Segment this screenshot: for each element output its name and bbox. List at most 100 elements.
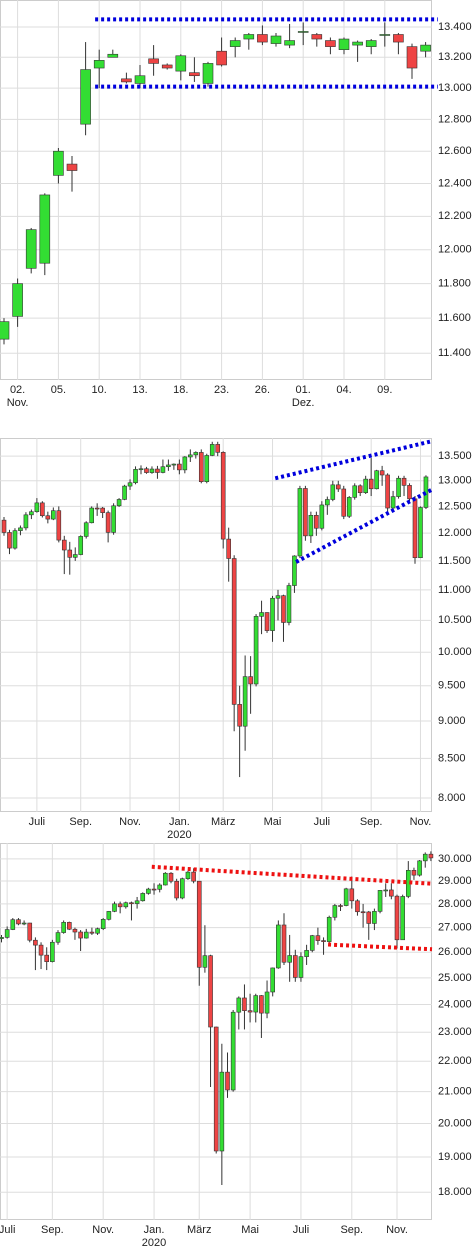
candle-body xyxy=(304,950,309,957)
candle-body xyxy=(428,853,434,859)
candle-body xyxy=(67,549,73,558)
y-tick-label: 13.500 xyxy=(438,450,472,462)
y-tick-label: 12.200 xyxy=(438,210,472,222)
y-tick-label: 20.000 xyxy=(438,1117,472,1129)
candle-body xyxy=(360,911,366,914)
candle-body xyxy=(220,452,226,540)
candle-body xyxy=(226,538,231,559)
candle-body xyxy=(189,72,200,77)
candle-body xyxy=(80,69,91,125)
candle-body xyxy=(243,34,255,40)
candle-body xyxy=(311,34,323,40)
candle-body xyxy=(175,55,187,72)
candle-body xyxy=(264,612,270,631)
candle-body xyxy=(188,454,193,458)
candle-body xyxy=(242,676,248,727)
candle-body xyxy=(225,1071,230,1091)
x-tick-label: Jan. xyxy=(144,1224,165,1236)
candle-body xyxy=(100,507,105,513)
candle-body xyxy=(40,502,45,517)
candle-body xyxy=(349,888,355,902)
x-tick-label: Sep. xyxy=(41,1224,64,1236)
x-tick-label: 09. xyxy=(377,384,392,396)
candle-body xyxy=(23,514,29,529)
candle-body xyxy=(160,466,166,473)
candle-body xyxy=(259,612,264,617)
x-tick-label: 01. xyxy=(296,384,311,396)
candle-body xyxy=(393,34,404,43)
candle-body xyxy=(89,931,95,934)
candle-body xyxy=(122,485,127,500)
y-tick-label: 9.500 xyxy=(438,680,466,692)
candle-body xyxy=(292,955,298,978)
candle-body xyxy=(133,469,138,484)
candle-body xyxy=(106,911,112,920)
candle-body xyxy=(374,470,379,490)
candle-body xyxy=(121,78,132,83)
candle-body xyxy=(105,512,111,533)
candle-body xyxy=(314,515,319,529)
x-tick-label: Nov. xyxy=(410,816,432,828)
candle-body xyxy=(363,478,368,494)
candle-body xyxy=(284,40,295,46)
candle-body xyxy=(330,484,336,500)
candle-body xyxy=(83,522,89,537)
candle-body xyxy=(140,893,146,902)
y-tick-label: 13.400 xyxy=(438,21,472,33)
candle-body xyxy=(0,321,10,340)
candle-body xyxy=(332,905,338,918)
x-tick-label: 23. xyxy=(214,384,229,396)
candle-body xyxy=(308,515,314,537)
y-tick-label: 18.000 xyxy=(438,1186,472,1198)
y-tick-label: 13.000 xyxy=(438,475,472,487)
y-tick-label: 13.200 xyxy=(438,51,472,63)
candle-body xyxy=(134,900,140,904)
y-tick-label: 9.000 xyxy=(438,715,466,727)
candle-body xyxy=(406,46,418,69)
trend-line xyxy=(274,439,432,481)
candle-body xyxy=(55,932,61,943)
x-tick-label: 26. xyxy=(255,384,270,396)
candle-body xyxy=(182,456,188,471)
candle-body xyxy=(7,532,12,549)
candle-body xyxy=(83,931,89,939)
y-tick-label: 11.000 xyxy=(438,584,471,596)
candle-body xyxy=(253,995,259,1013)
candle-body xyxy=(286,585,292,623)
candle-body xyxy=(177,463,182,471)
candle-body xyxy=(94,507,100,510)
candle-body xyxy=(44,954,50,962)
candle-body xyxy=(146,888,151,894)
candle-body xyxy=(270,597,275,631)
plot-frame xyxy=(0,843,432,1220)
x-tick-sublabel: Dez. xyxy=(292,397,315,409)
candle-body xyxy=(394,895,400,941)
candle-body xyxy=(412,498,418,559)
candle-body xyxy=(45,515,51,520)
candle-body xyxy=(297,488,303,557)
y-tick-label: 8.000 xyxy=(438,792,466,804)
x-tick-sublabel: Nov. xyxy=(7,397,29,409)
x-tick-label: Sep. xyxy=(340,1224,363,1236)
candle-body xyxy=(148,58,159,64)
x-tick-sublabel: 2020 xyxy=(167,829,191,841)
y-tick-label: 11.400 xyxy=(438,347,471,359)
candle-body xyxy=(0,937,4,939)
candle-body xyxy=(216,50,227,66)
plot-frame xyxy=(0,0,432,380)
y-tick-label: 24.000 xyxy=(438,998,472,1010)
candle-body xyxy=(357,485,363,494)
candle-body xyxy=(144,468,149,473)
y-tick-label: 23.000 xyxy=(438,1026,472,1038)
candle-body xyxy=(411,870,417,876)
candle-body xyxy=(202,63,214,84)
y-tick-label: 12.000 xyxy=(438,244,472,256)
candle-body xyxy=(10,919,16,930)
candle-body xyxy=(377,890,383,912)
candle-body xyxy=(208,955,213,1028)
x-tick-label: Sep. xyxy=(360,816,383,828)
candle-body xyxy=(215,444,221,453)
candle-body xyxy=(242,997,247,1011)
candle-body xyxy=(95,928,100,934)
candle-body xyxy=(112,903,117,912)
